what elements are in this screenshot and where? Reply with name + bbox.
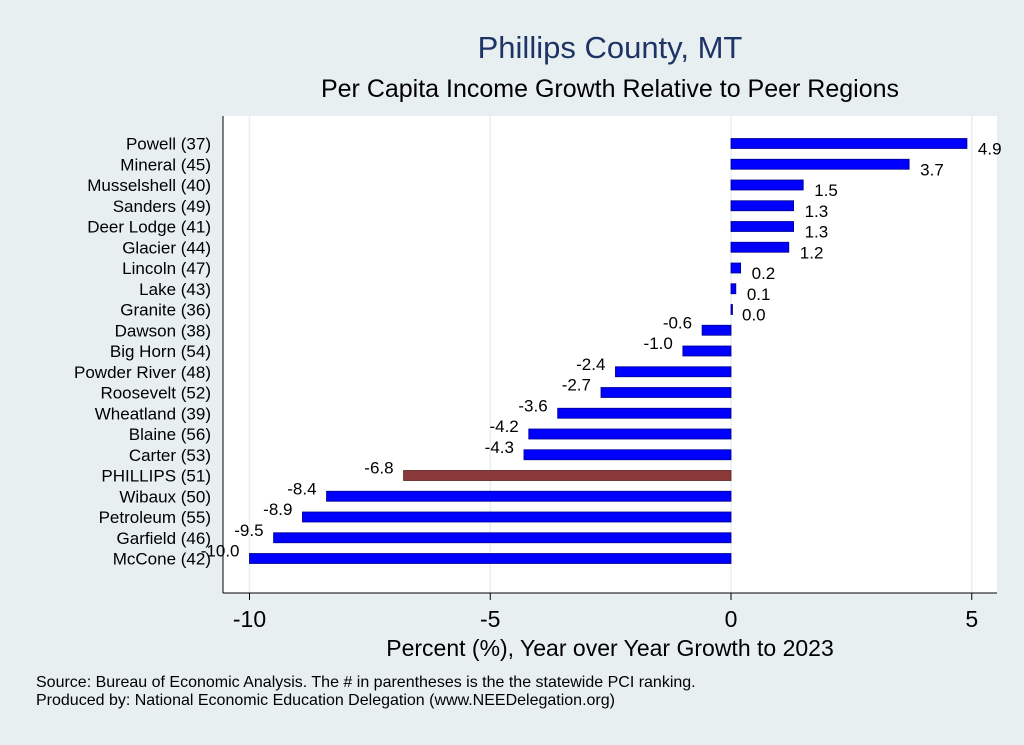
value-label: 1.2 [800,243,824,262]
value-label: -0.6 [663,313,692,332]
produced-by-note: Produced by: National Economic Education… [36,692,615,709]
category-label: Carter (53) [129,446,211,465]
category-label: Powell (37) [126,135,211,154]
category-label: Mineral (45) [120,155,211,174]
category-label: PHILLIPS (51) [101,467,211,486]
category-label: Lincoln (47) [122,259,211,278]
chart-title: Phillips County, MT [478,30,743,65]
value-label: 3.7 [920,160,944,179]
category-label: Wheatland (39) [95,404,211,423]
value-label: -8.4 [287,479,316,498]
bar [701,324,732,336]
bar [302,511,732,523]
value-label: 1.3 [805,223,829,242]
category-label: Deer Lodge (41) [87,218,211,237]
value-label: -4.2 [489,417,518,436]
value-label: -9.5 [234,521,263,540]
bar [403,470,732,481]
category-label: Sanders (49) [113,197,211,216]
bar [682,345,732,357]
category-label: Lake (43) [139,280,211,299]
x-tick-label: 5 [965,606,978,632]
chart-subtitle: Per Capita Income Growth Relative to Pee… [321,75,899,103]
bar [730,262,742,274]
value-label: -6.8 [364,459,393,478]
bar [730,138,968,149]
x-tick-label: -5 [480,606,500,632]
value-label: 0.2 [752,264,776,283]
category-label: McCone (42) [113,550,211,569]
value-label: 1.3 [805,202,829,221]
value-label: -8.9 [263,500,292,519]
category-label: Musselshell (40) [87,176,211,195]
bar [730,200,794,212]
x-axis: -10 -5 0 5 [222,116,997,632]
bar [730,283,737,295]
category-label: Petroleum (55) [99,508,211,527]
value-label: -2.4 [576,355,605,374]
bar [600,387,732,398]
x-tick-label: 0 [725,606,738,632]
value-label: -3.6 [518,396,547,415]
bar [273,532,732,544]
category-label: Dawson (38) [115,321,211,340]
bar [730,304,733,315]
value-label: -2.7 [562,376,591,395]
bar [730,158,910,170]
category-label: Garfield (46) [117,529,211,548]
bar [523,449,732,461]
value-label: 0.0 [742,306,766,325]
bar [249,553,732,564]
category-label: Big Horn (54) [110,342,211,361]
bar [730,179,804,191]
category-label: Wibaux (50) [119,487,211,506]
value-label: 1.5 [814,181,838,200]
bar [730,221,794,232]
labels: Powell (37) 4.9 Mineral (45) 3.7 Musselshell… [74,135,1002,569]
value-label: 4.9 [978,140,1002,159]
category-label: Roosevelt (52) [100,384,211,403]
source-note: Source: Bureau of Economic Analysis. The… [36,674,696,691]
category-label: Blaine (56) [129,425,211,444]
x-tick-label: -10 [233,606,266,632]
category-label: Glacier (44) [122,238,211,257]
bar [615,366,732,378]
bar [528,428,732,440]
category-label: Powder River (48) [74,363,211,382]
value-label: -4.3 [485,438,514,457]
bar [326,490,732,502]
bar [557,407,732,419]
value-label: 0.1 [747,285,771,304]
value-label: -1.0 [644,334,673,353]
value-label: -10.0 [201,542,240,561]
x-axis-title: Percent (%), Year over Year Growth to 20… [386,635,834,661]
category-label: Granite (36) [120,301,211,320]
bars [249,138,968,564]
bar [730,241,790,253]
